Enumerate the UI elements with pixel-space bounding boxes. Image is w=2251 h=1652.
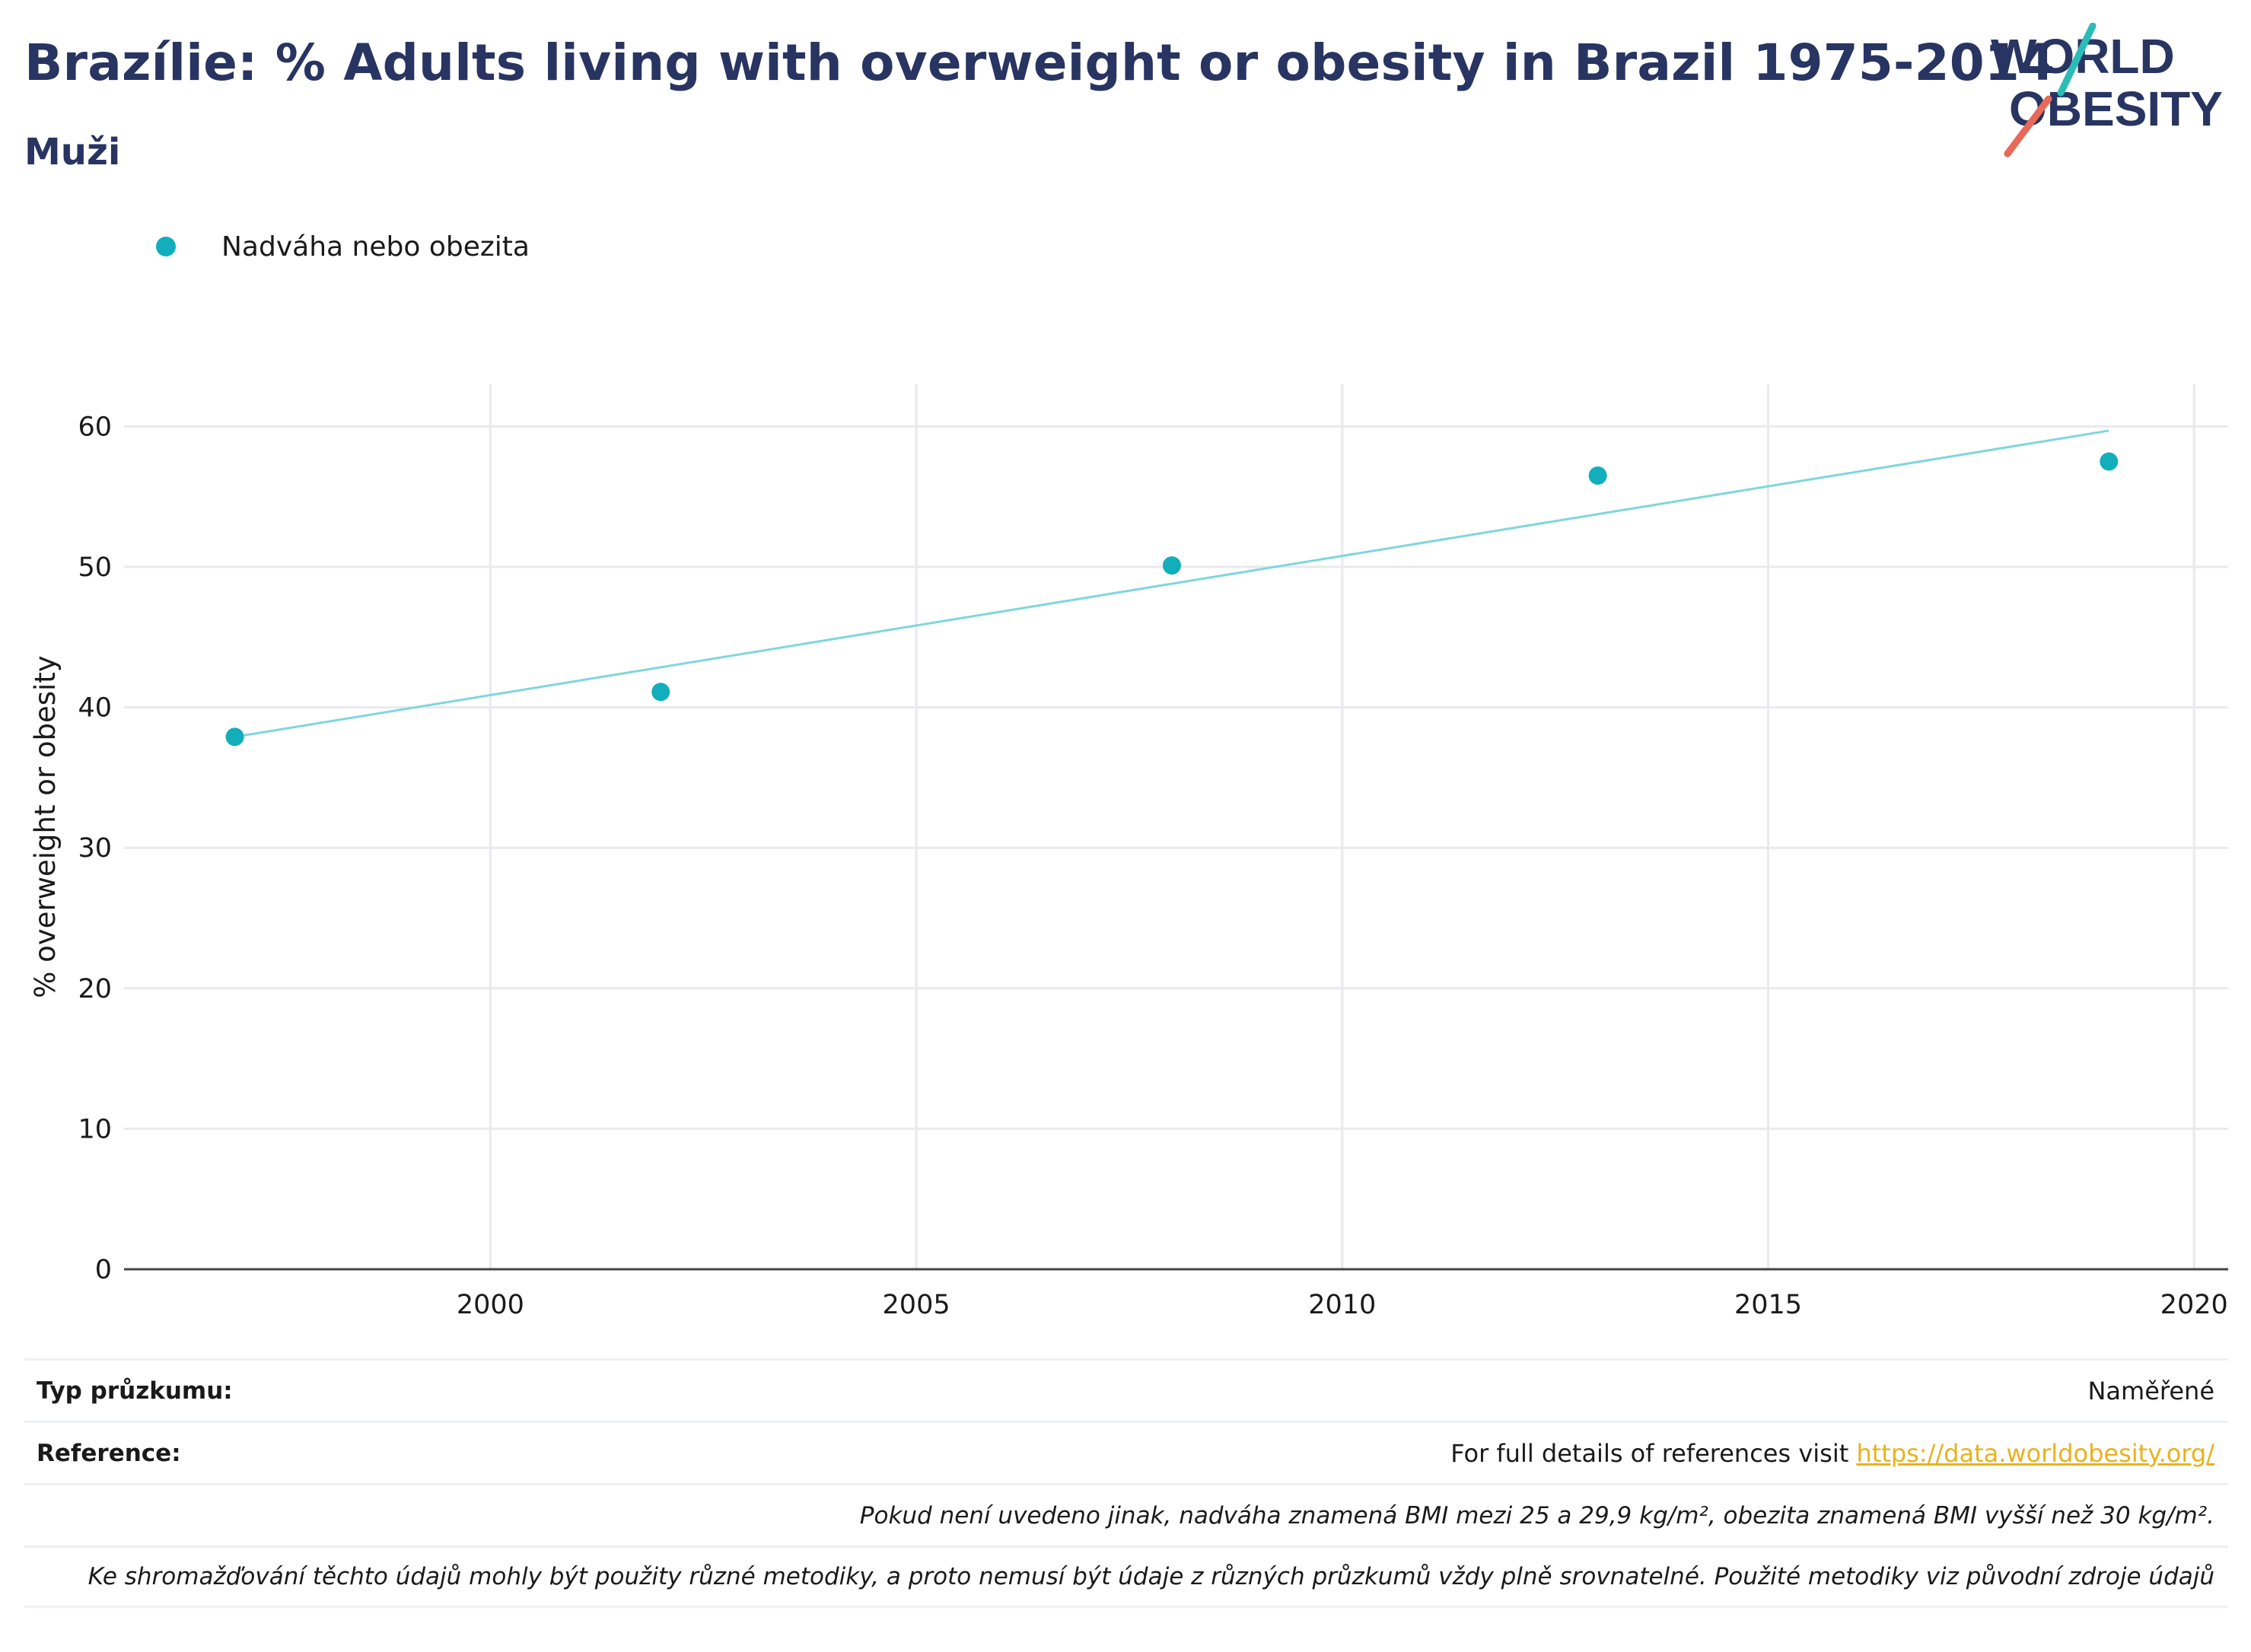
data-point — [651, 683, 670, 702]
reference-label: Reference: — [37, 1439, 181, 1467]
scatter-chart: 0 10 20 30 40 50 60 2000 2005 2010 2015 2020 % overw… — [29, 384, 2228, 1320]
axis-labels: 0 10 20 30 40 50 60 2000 2005 2010 2015 2020 % overw… — [29, 412, 2228, 1320]
legend-marker — [156, 237, 176, 256]
y-axis-title: % overweight or obesity — [29, 655, 62, 998]
x-tick-label: 2000 — [457, 1290, 524, 1320]
data-point — [225, 727, 244, 746]
y-tick-label: 0 — [95, 1255, 112, 1285]
chart-subtitle: Muži — [24, 131, 121, 173]
y-tick-label: 40 — [78, 693, 112, 724]
y-tick-label: 10 — [78, 1114, 112, 1144]
chart-legend[interactable]: Nadváha nebo obezita — [156, 228, 530, 265]
trendline — [234, 429, 2109, 738]
logo-slash-bottom — [2004, 95, 2052, 158]
reference-value: For full details of references visit htt… — [1450, 1439, 2214, 1468]
methods-note: Ke shromažďování těchto údajů mohly být … — [88, 1563, 2214, 1590]
note-row-methods: Ke shromažďování těchto údajů mohly být … — [24, 1545, 2228, 1608]
grid-lines — [124, 384, 2228, 1269]
y-tick-label: 60 — [78, 412, 112, 442]
data-point — [1588, 466, 1607, 485]
x-tick-label: 2020 — [2160, 1290, 2228, 1320]
reference-link[interactable]: https://data.worldobesity.org/ — [1856, 1438, 2214, 1468]
reference-row: Reference: For full details of reference… — [24, 1421, 2228, 1483]
bmi-note: Pokud není uvedeno jinak, nadváha znamen… — [859, 1501, 2214, 1529]
chart-title: Brazílie: % Adults living with overweigh… — [24, 33, 2055, 92]
survey-type-row: Typ průzkumu: Naměřené — [24, 1358, 2228, 1421]
x-tick-label: 2015 — [1734, 1290, 1802, 1320]
data-point — [1162, 556, 1181, 575]
info-table: Typ průzkumu: Naměřené Reference: For fu… — [24, 1358, 2228, 1608]
y-tick-label: 20 — [78, 974, 112, 1004]
legend-label: Nadváha nebo obezita — [221, 231, 530, 263]
x-tick-label: 2005 — [883, 1290, 950, 1320]
note-row-bmi: Pokud není uvedeno jinak, nadváha znamen… — [24, 1483, 2228, 1545]
data-points — [225, 452, 2119, 746]
survey-type-label: Typ průzkumu: — [37, 1377, 233, 1405]
y-tick-label: 30 — [78, 833, 112, 864]
x-tick-label: 2010 — [1308, 1290, 1376, 1320]
survey-type-value: Naměřené — [2087, 1376, 2214, 1405]
world-obesity-logo: WORLD OBESITY — [1991, 23, 2223, 158]
logo-slash-top — [2057, 23, 2097, 97]
reference-text: For full details of references visit — [1450, 1438, 1857, 1468]
logo-line1: WORLD — [1991, 29, 2175, 84]
trendline-layer — [234, 429, 2109, 738]
y-tick-label: 50 — [78, 552, 112, 583]
data-point — [2100, 452, 2119, 471]
